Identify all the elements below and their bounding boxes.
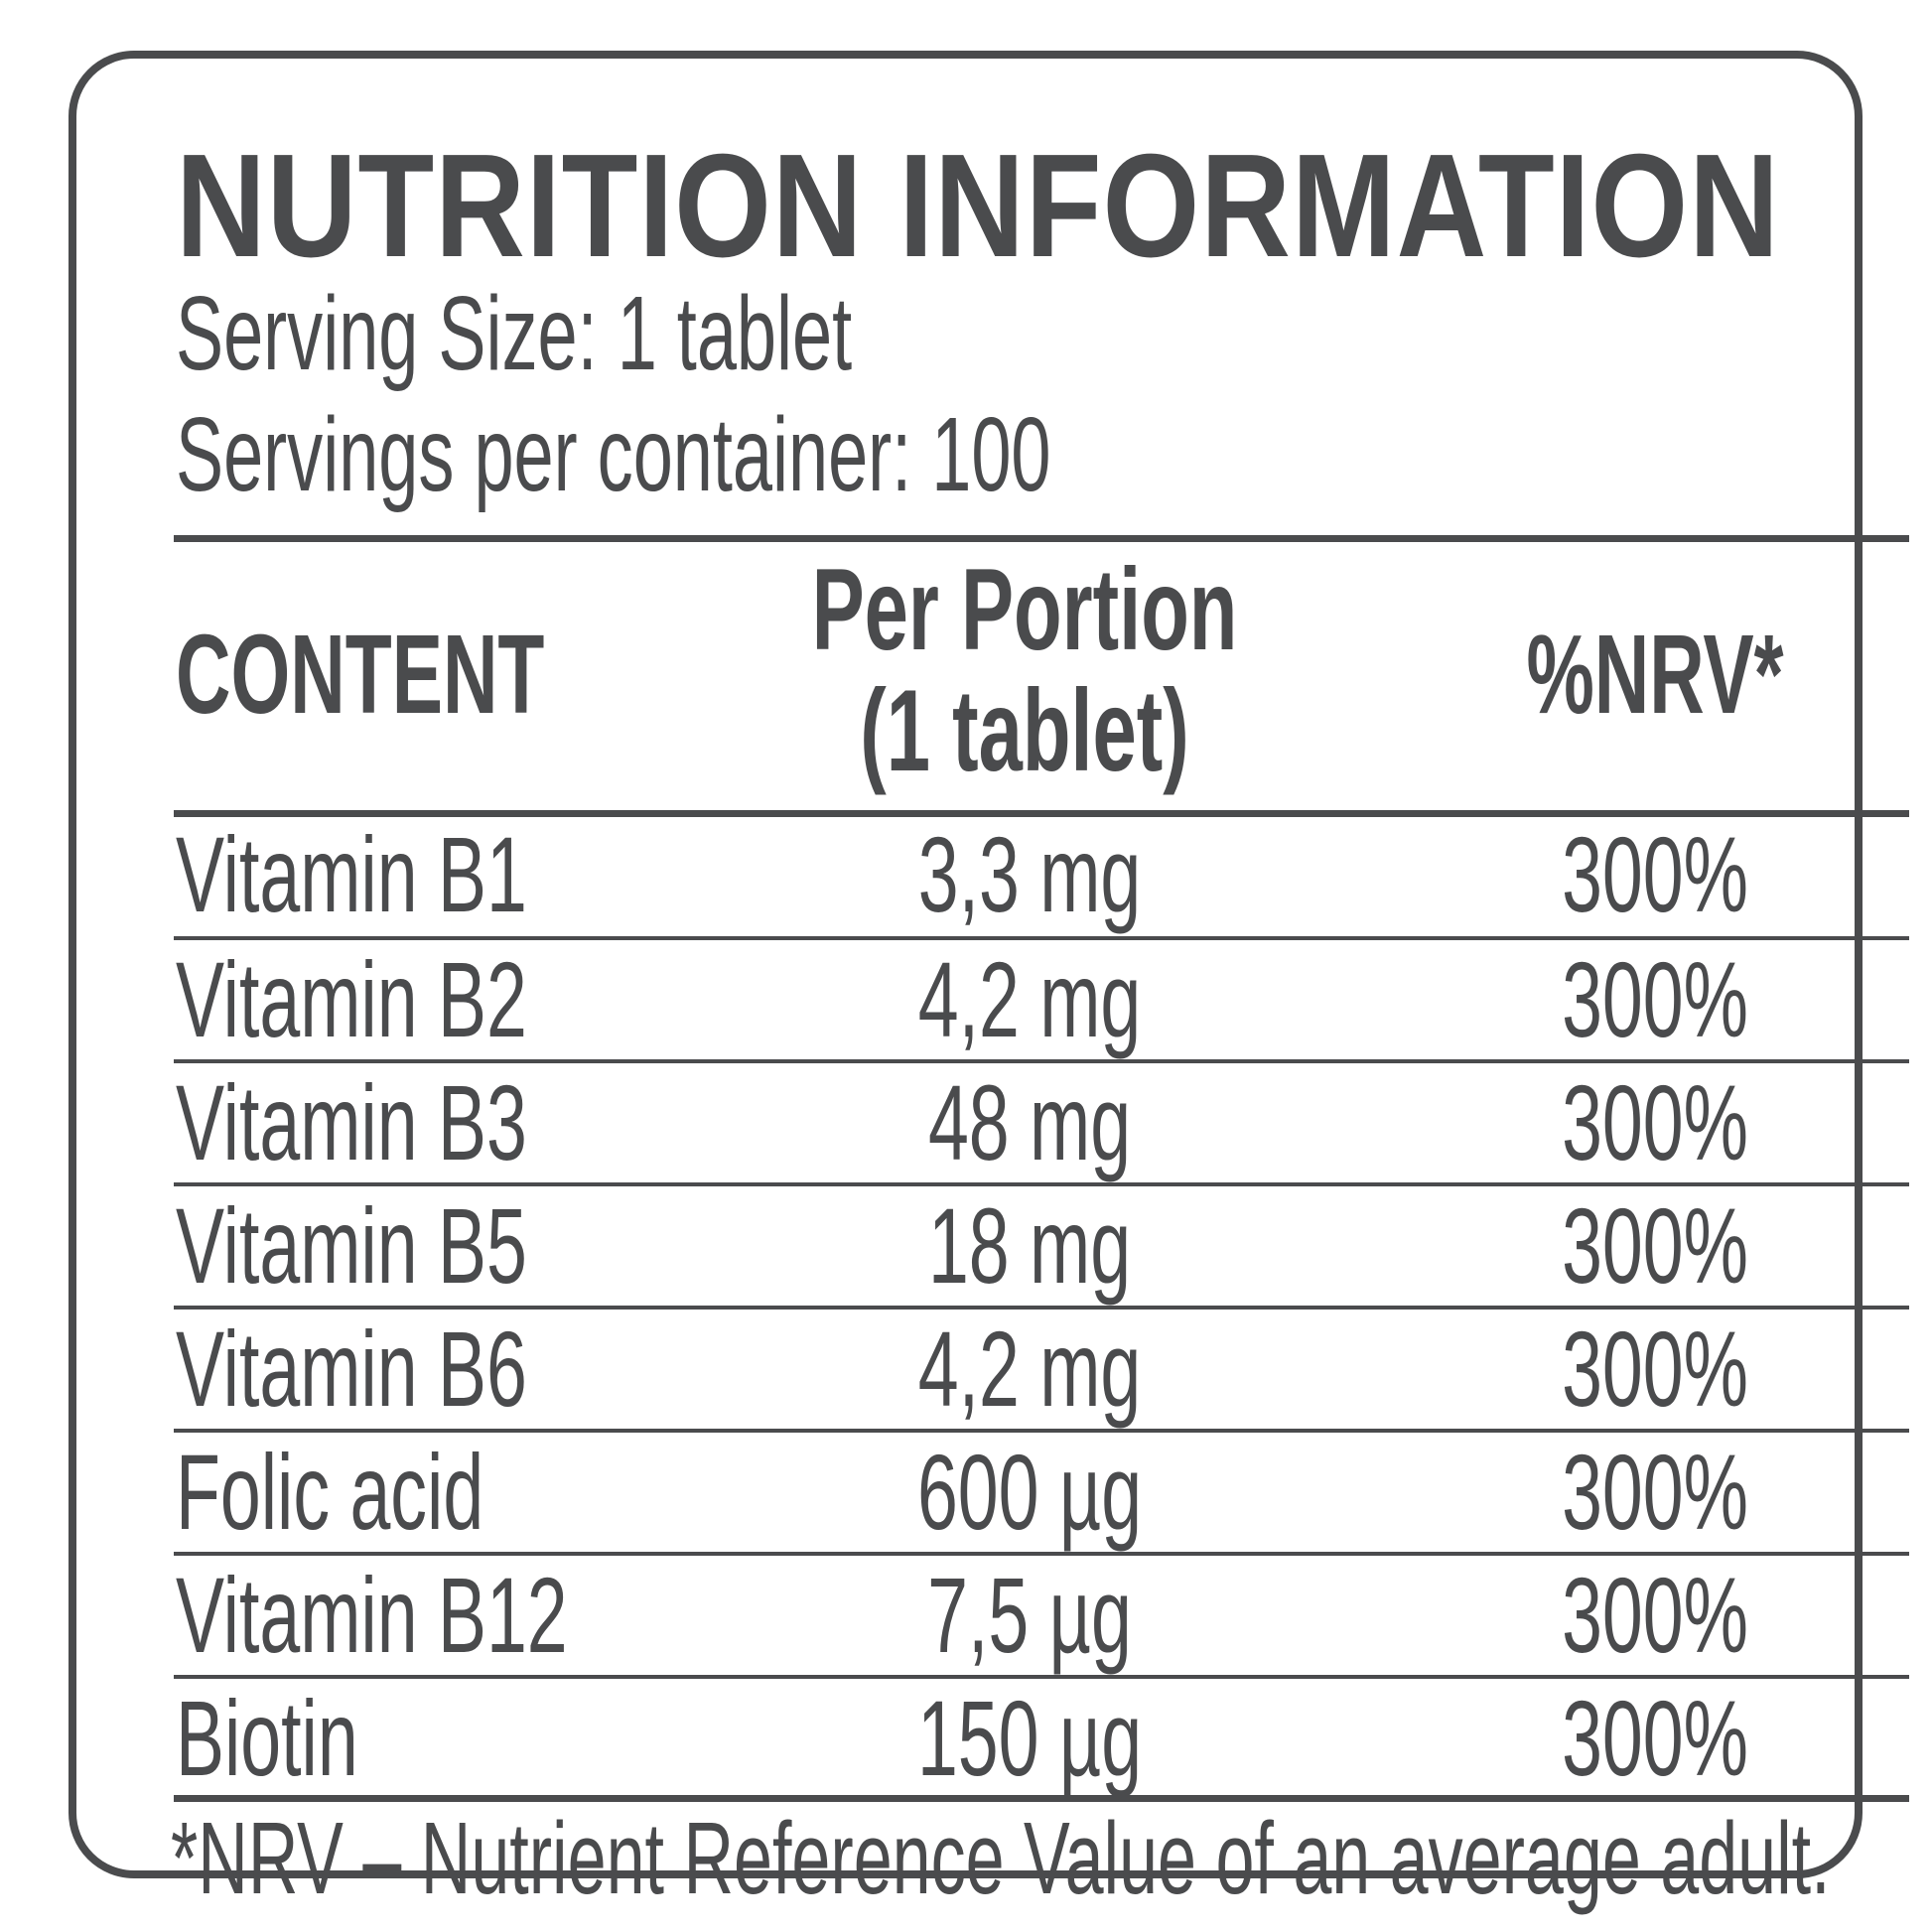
nutrient-name: Vitamin B6 [176,1309,527,1429]
column-header-nrv: %NRV* [1526,612,1784,737]
nutrient-amount: 4,2 mg [917,939,1142,1059]
nutrient-amount: 18 mg [927,1185,1132,1306]
table-row: Vitamin B5 18 mg 300% [174,1182,1909,1306]
table-row: Vitamin B6 4,2 mg 300% [174,1306,1909,1429]
nutrient-amount: 4,2 mg [917,1309,1142,1429]
divider-top-thick [174,535,1909,542]
column-header-content: CONTENT [176,612,545,737]
page-title: NUTRITION INFORMATION [176,124,1780,288]
nutrient-name: Vitamin B12 [176,1555,568,1675]
nutrient-amount: 3,3 mg [917,814,1142,934]
nutrient-name: Vitamin B5 [176,1185,527,1306]
column-header-per-portion-line1: Per Portion [811,544,1238,674]
nutrient-amount: 7,5 µg [927,1555,1132,1675]
nutrient-name: Vitamin B1 [176,814,527,934]
column-header-per-portion-line2: (1 tablet) [860,665,1189,795]
nutrient-name: Vitamin B3 [176,1062,527,1182]
nutrient-nrv: 300% [1562,1555,1748,1675]
nutrient-nrv: 300% [1562,1309,1748,1429]
table-row: Biotin 150 µg 300% [174,1675,1909,1798]
servings-per-container-line: Servings per container: 100 [176,396,1051,513]
nrv-footnote: *NRV – Nutrient Reference Value of an av… [171,1801,1831,1915]
nutrient-amount: 150 µg [916,1678,1143,1798]
nutrient-nrv: 300% [1562,1062,1748,1182]
nutrient-nrv: 300% [1562,939,1748,1059]
nutrient-name: Vitamin B2 [176,939,527,1059]
nutrient-nrv: 300% [1562,1432,1748,1552]
label-border-box: NUTRITION INFORMATION Serving Size: 1 ta… [69,51,1909,1915]
nutrient-amount: 600 µg [916,1432,1143,1552]
nutrient-nrv: 300% [1562,1678,1748,1798]
nutrient-amount: 48 mg [927,1062,1132,1182]
table-row: Vitamin B3 48 mg 300% [174,1059,1909,1182]
nutrient-name: Folic acid [176,1432,484,1552]
divider-bottom-thick [174,1795,1909,1802]
divider-header-thick [174,810,1909,817]
table-row: Vitamin B2 4,2 mg 300% [174,936,1909,1059]
table-rows: Vitamin B1 3,3 mg 300% Vitamin B2 4,2 mg… [174,813,1909,1795]
table-row: Vitamin B12 7,5 µg 300% [174,1552,1909,1675]
nutrient-nrv: 300% [1562,814,1748,934]
nutrient-name: Biotin [176,1678,358,1798]
table-row: Vitamin B1 3,3 mg 300% [174,813,1909,936]
table-row: Folic acid 600 µg 300% [174,1429,1909,1552]
serving-size-line: Serving Size: 1 tablet [176,275,853,392]
nutrient-nrv: 300% [1562,1185,1748,1306]
